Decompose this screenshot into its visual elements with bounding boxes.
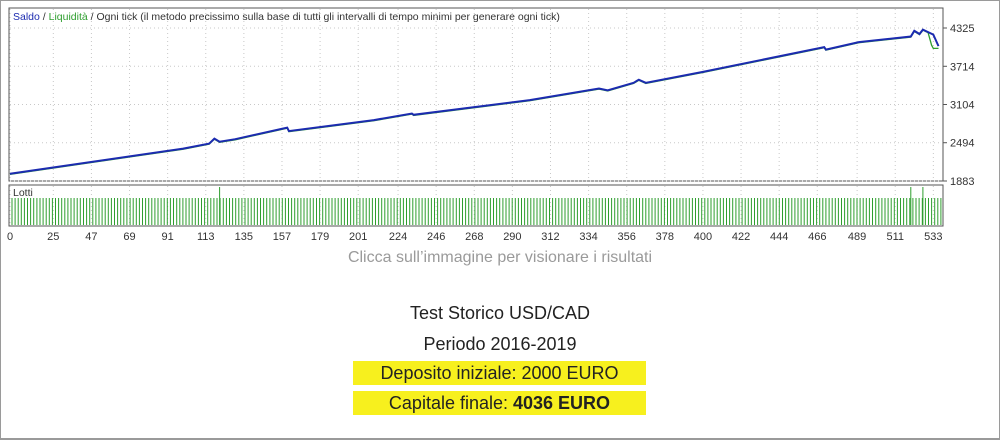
x-tick-label: 201 — [349, 231, 367, 243]
legend-equity: Liquidità — [49, 11, 88, 23]
x-tick-label: 290 — [503, 231, 521, 243]
x-tick-label: 400 — [694, 231, 712, 243]
x-tick-label: 91 — [162, 231, 174, 243]
main-panel — [8, 7, 944, 182]
x-tick-label: 312 — [541, 231, 559, 243]
x-tick-label: 0 — [7, 231, 13, 243]
backtest-chart[interactable]: Saldo / Liquidità / Ogni tick (il metodo… — [0, 0, 1000, 245]
final-capital-value: 4036 EURO — [513, 393, 611, 413]
x-tick-label: 466 — [808, 231, 826, 243]
x-tick-label: 444 — [770, 231, 788, 243]
y-tick-label: 1883 — [950, 176, 974, 188]
x-tick-label: 25 — [47, 231, 59, 243]
final-capital: Capitale finale: 4036 EURO — [353, 391, 646, 415]
test-title: Test Storico USD/CAD — [409, 303, 591, 323]
x-tick-label: 135 — [235, 231, 253, 243]
x-tick-label: 113 — [197, 231, 215, 243]
x-tick-label: 224 — [389, 231, 407, 243]
x-tick-label: 157 — [273, 231, 291, 243]
test-period: Periodo 2016-2019 — [423, 334, 577, 354]
x-tick-label: 489 — [848, 231, 866, 243]
svg-text:Saldo / Liquidità: Saldo / Liquidità / Ogni tick (il metodo… — [13, 11, 560, 23]
caption-click-hint[interactable]: Clicca sull’immagine per visionare i ris… — [347, 249, 653, 266]
final-capital-prefix: Capitale finale: — [388, 393, 513, 413]
y-tick-label: 3104 — [950, 100, 974, 112]
x-tick-label: 69 — [123, 231, 135, 243]
x-tick-label: 533 — [924, 231, 942, 243]
x-tick-label: 511 — [886, 231, 904, 243]
y-tick-label: 2494 — [950, 138, 974, 150]
x-tick-label: 246 — [427, 231, 445, 243]
x-tick-label: 378 — [656, 231, 674, 243]
legend-balance: Saldo — [13, 11, 40, 23]
x-tick-label: 268 — [465, 231, 483, 243]
x-tick-label: 47 — [85, 231, 97, 243]
x-tick-label: 422 — [732, 231, 750, 243]
volume-label: Lotti — [13, 187, 33, 199]
y-tick-label: 4325 — [950, 23, 974, 35]
x-tick-label: 356 — [618, 231, 636, 243]
y-tick-label: 3714 — [950, 61, 974, 73]
initial-deposit: Deposito iniziale: 2000 EURO — [353, 361, 646, 385]
balance-line — [9, 28, 940, 175]
x-tick-label: 179 — [311, 231, 329, 243]
x-tick-label: 334 — [579, 231, 597, 243]
legend-model: Ogni tick (il metodo precissimo sulla ba… — [97, 11, 560, 23]
